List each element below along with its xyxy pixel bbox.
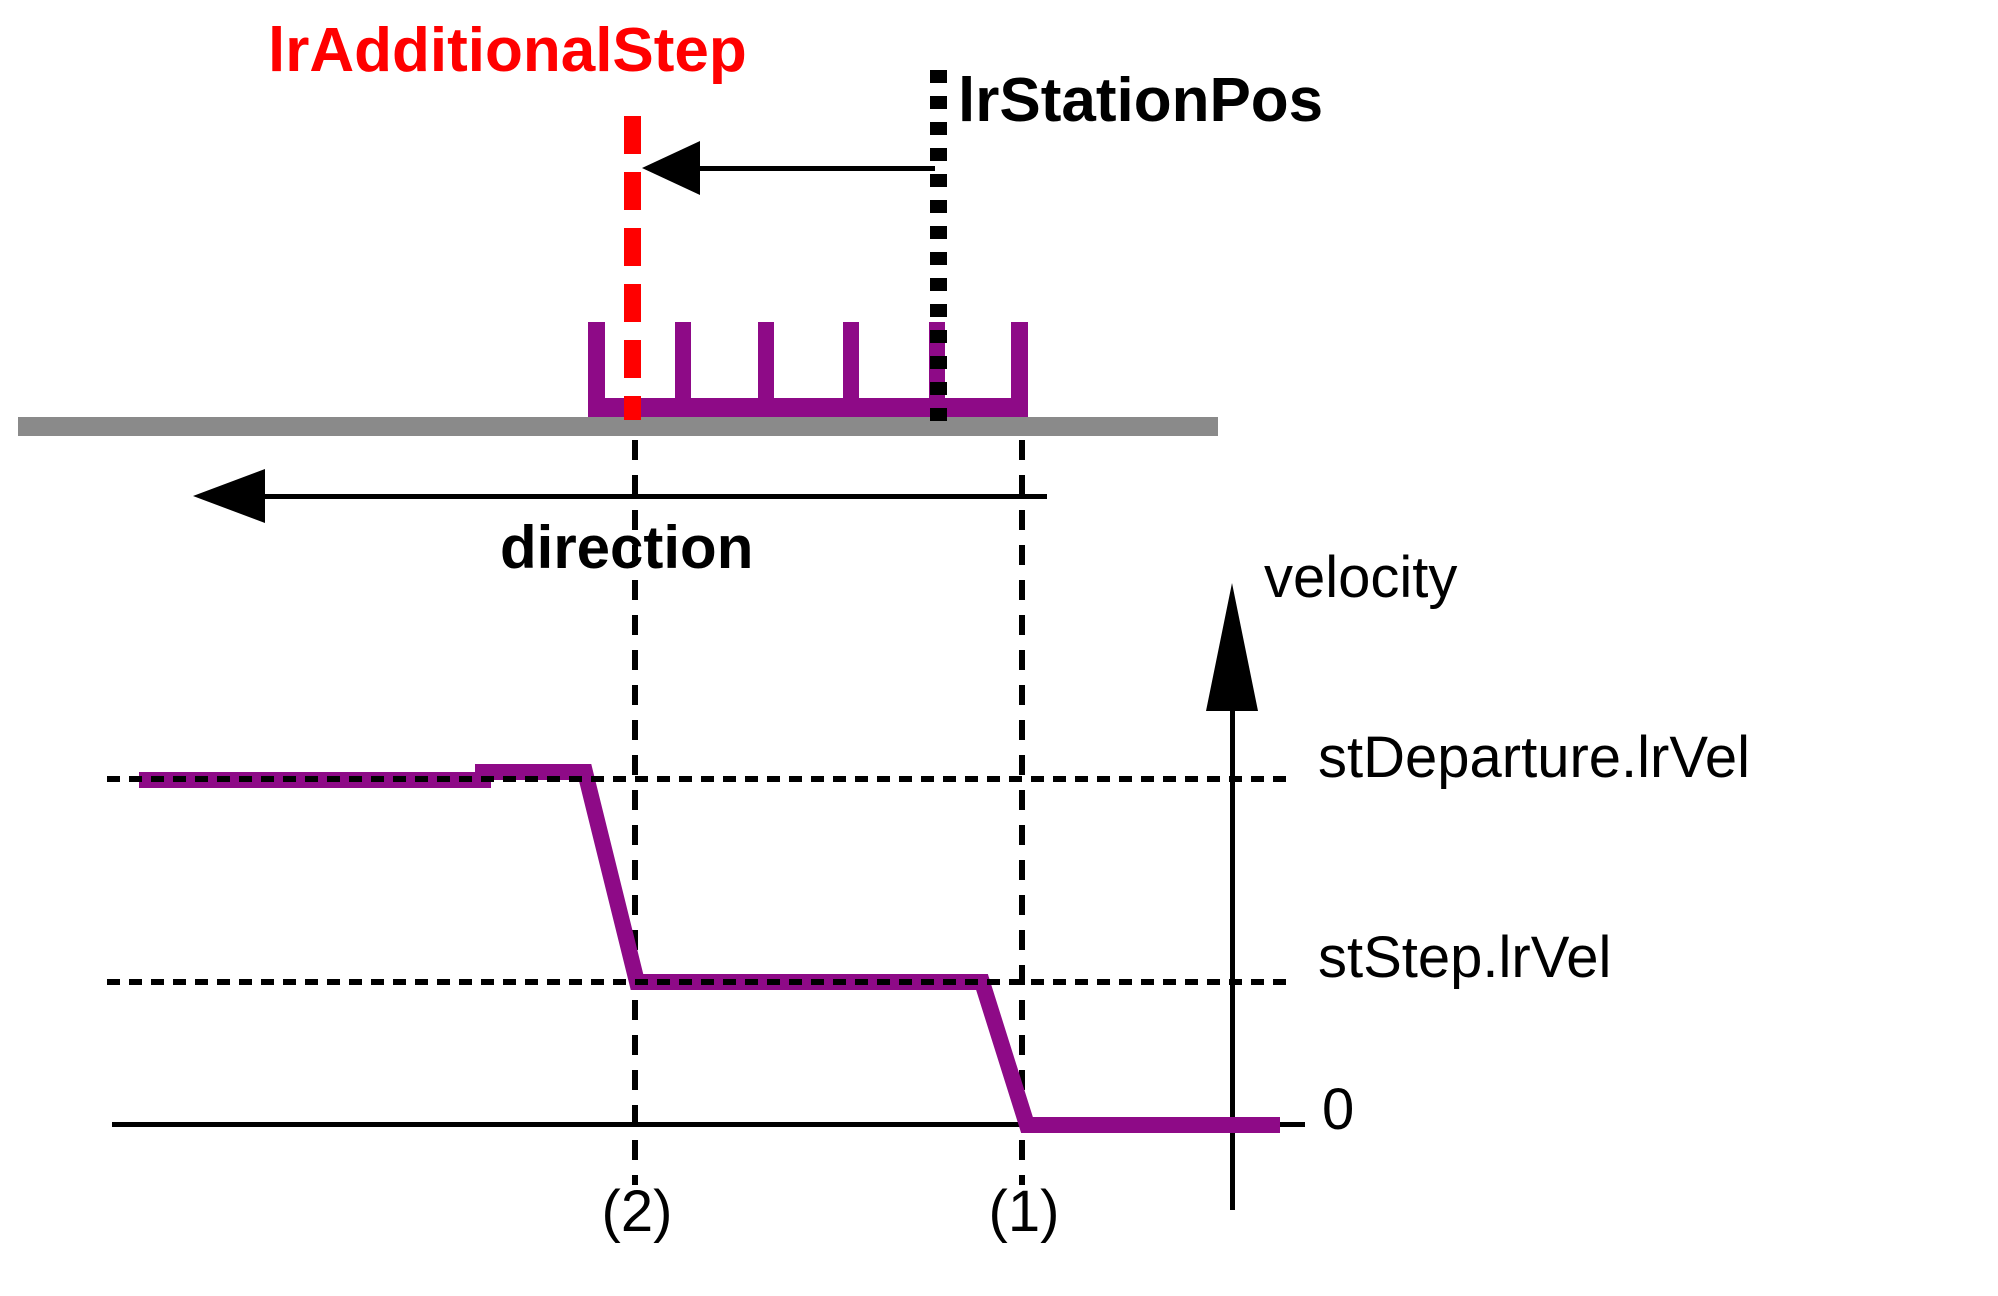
velocity-axis-up-arrowhead-icon	[1206, 583, 1258, 711]
comb-tooth-end-left	[588, 322, 605, 417]
step-level-dashed-line	[107, 979, 1295, 985]
lr-station-pos-line	[930, 70, 947, 430]
lr-additional-step-line	[624, 116, 641, 420]
comb-tooth	[675, 322, 691, 398]
label-lr-additional-step: lrAdditionalStep	[268, 16, 747, 85]
label-direction: direction	[500, 514, 754, 581]
label-marker-1: (1)	[988, 1179, 1060, 1244]
direction-left-arrowhead-icon	[193, 469, 265, 523]
departure-level-dashed-line	[107, 776, 1295, 782]
comb-tooth-end-right	[1011, 322, 1028, 417]
comb-base	[588, 398, 1028, 417]
label-marker-2: (2)	[601, 1179, 673, 1244]
rail-bar	[18, 417, 1218, 436]
label-zero-level: 0	[1322, 1077, 1355, 1142]
comb-tooth	[758, 322, 774, 398]
zero-axis-line	[112, 1122, 1305, 1127]
comb-tooth	[843, 322, 859, 398]
guide-line-2	[632, 440, 638, 1185]
offset-arrow-left-arrowhead-icon	[642, 141, 700, 195]
guide-line-1	[1019, 440, 1025, 1185]
label-velocity-axis: velocity	[1264, 545, 1458, 610]
velocity-profile-line	[139, 764, 1280, 1133]
label-lr-station-pos: lrStationPos	[958, 66, 1324, 135]
label-st-step-lrvel: stStep.lrVel	[1318, 925, 1612, 990]
direction-arrow-shaft	[260, 494, 1047, 499]
label-st-departure-lrvel: stDeparture.lrVel	[1318, 725, 1750, 790]
offset-arrow-shaft	[690, 166, 935, 171]
